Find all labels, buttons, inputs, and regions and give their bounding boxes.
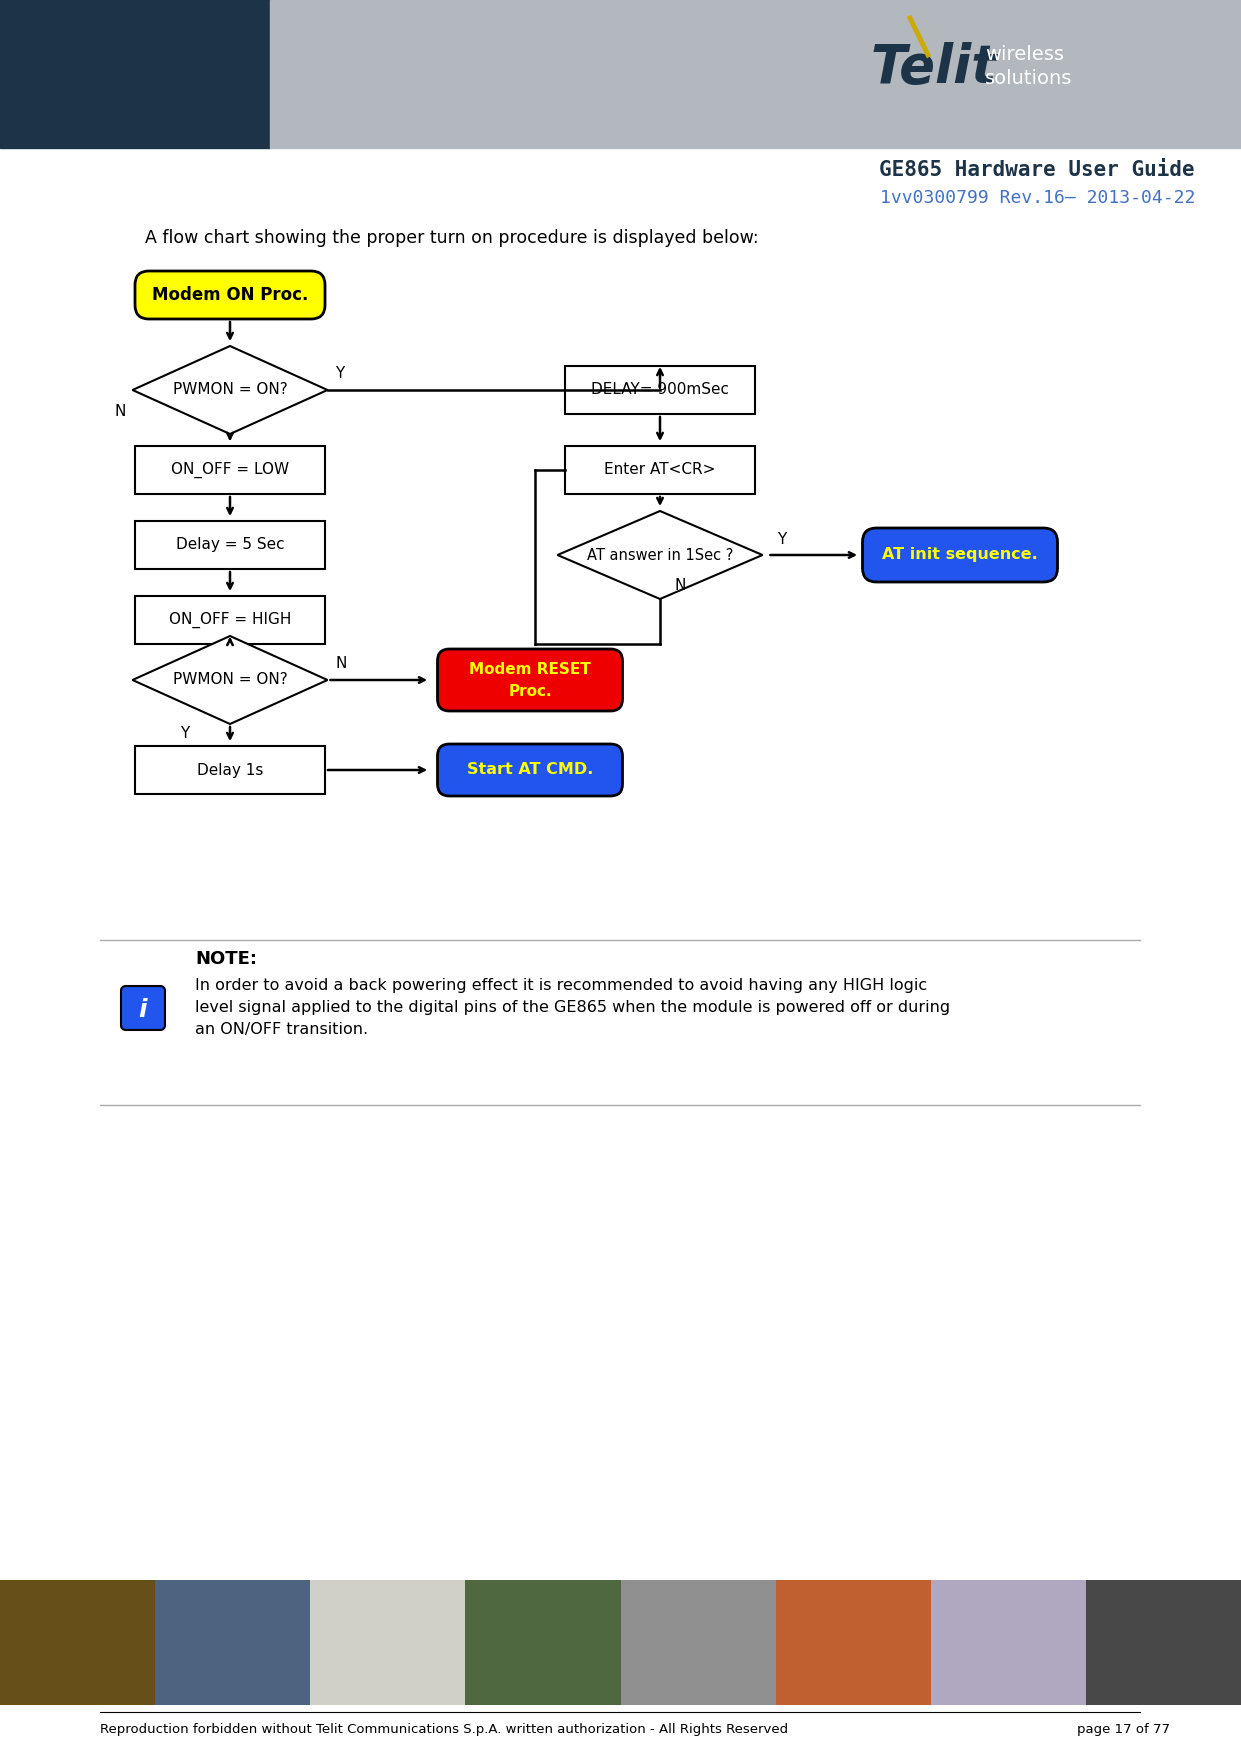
Bar	[155, 1580, 310, 1705]
Text: AT init sequence.: AT init sequence.	[882, 547, 1037, 563]
Bar	[565, 446, 755, 495]
Text: ON_OFF = HIGH: ON_OFF = HIGH	[169, 612, 292, 628]
Bar	[0, 1580, 155, 1705]
Polygon shape	[133, 637, 328, 724]
FancyBboxPatch shape	[862, 528, 1057, 582]
Bar	[620, 1580, 776, 1705]
Text: PWMON = ON?: PWMON = ON?	[172, 672, 288, 688]
Bar	[565, 367, 755, 414]
Polygon shape	[557, 510, 762, 600]
Text: Reproduction forbidden without Telit Communications S.p.A. written authorization: Reproduction forbidden without Telit Com…	[101, 1724, 788, 1736]
Text: PWMON = ON?: PWMON = ON?	[172, 382, 288, 398]
FancyBboxPatch shape	[135, 272, 325, 319]
Text: i: i	[139, 998, 148, 1023]
Text: Y: Y	[180, 726, 189, 742]
Text: Proc.: Proc.	[508, 684, 552, 700]
FancyBboxPatch shape	[122, 986, 165, 1030]
Text: solutions: solutions	[985, 68, 1072, 88]
Text: ON_OFF = LOW: ON_OFF = LOW	[171, 461, 289, 479]
Polygon shape	[133, 346, 328, 433]
Bar	[135, 446, 325, 495]
FancyBboxPatch shape	[438, 649, 623, 710]
Text: page 17 of 77: page 17 of 77	[1077, 1724, 1170, 1736]
Text: 1vv0300799 Rev.16– 2013-04-22: 1vv0300799 Rev.16– 2013-04-22	[880, 189, 1195, 207]
Bar	[776, 1580, 931, 1705]
Text: wireless: wireless	[985, 46, 1064, 65]
Text: Modem ON Proc.: Modem ON Proc.	[151, 286, 308, 303]
Text: In order to avoid a back powering effect it is recommended to avoid having any H: In order to avoid a back powering effect…	[195, 979, 951, 1037]
Text: Modem RESET: Modem RESET	[469, 663, 591, 677]
Bar	[155, 1580, 310, 1705]
FancyBboxPatch shape	[438, 744, 623, 796]
Text: Telit: Telit	[870, 42, 997, 95]
Bar	[135, 596, 325, 644]
Text: Delay 1s: Delay 1s	[197, 763, 263, 777]
Text: N: N	[675, 577, 686, 593]
Bar	[135, 745, 325, 795]
Bar	[465, 1580, 620, 1705]
Text: DELAY= 900mSec: DELAY= 900mSec	[591, 382, 728, 398]
Text: Y: Y	[335, 367, 345, 382]
Bar	[1086, 1580, 1241, 1705]
Bar	[271, 0, 1241, 147]
Bar	[135, 521, 325, 568]
Text: Delay = 5 Sec: Delay = 5 Sec	[176, 537, 284, 553]
Text: Y: Y	[778, 531, 787, 547]
Text: GE865 Hardware User Guide: GE865 Hardware User Guide	[880, 160, 1195, 181]
Text: N: N	[335, 656, 347, 672]
Bar	[0, 0, 271, 147]
Text: Start AT CMD.: Start AT CMD.	[467, 763, 593, 777]
Text: AT answer in 1Sec ?: AT answer in 1Sec ?	[587, 547, 733, 563]
Bar	[931, 1580, 1086, 1705]
Bar	[310, 1580, 465, 1705]
Text: A flow chart showing the proper turn on procedure is displayed below:: A flow chart showing the proper turn on …	[145, 230, 758, 247]
Text: N: N	[114, 405, 125, 419]
Text: NOTE:: NOTE:	[195, 951, 257, 968]
Bar	[0, 1580, 155, 1705]
Text: Enter AT<CR>: Enter AT<CR>	[604, 463, 716, 477]
